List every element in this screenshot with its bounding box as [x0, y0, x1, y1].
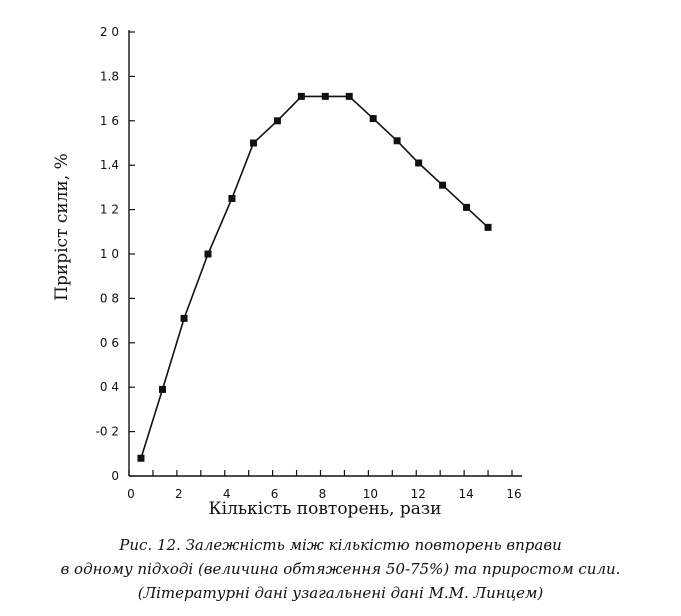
data-point: [204, 250, 212, 258]
x-tick-label: 0: [127, 487, 135, 501]
data-point: [439, 181, 447, 189]
x-tick-label: 6: [271, 487, 279, 501]
y-tick-label: -0 2: [96, 425, 119, 439]
data-point: [463, 203, 471, 211]
y-tick-label: 0: [111, 469, 119, 483]
y-tick-label: 1 6: [100, 114, 119, 128]
x-tick-label: 10: [363, 487, 378, 501]
x-tick-label: 14: [458, 487, 473, 501]
caption-line-3: (Літературні дані узагальнені дані М.М. …: [137, 584, 544, 602]
data-point: [297, 92, 305, 100]
caption-line-2: в одному підході (величина обтяження 50-…: [60, 560, 621, 578]
y-ticks: 0 -0 2 0 4 0 6 0 8 1 0 1 2 1.4 1 6 1.8 2 0: [96, 25, 135, 483]
data-point: [249, 139, 257, 147]
y-tick-label: 1 0: [100, 247, 119, 261]
data-point: [415, 159, 423, 167]
data-point: [393, 137, 401, 145]
y-tick-label: 2 0: [100, 25, 119, 39]
y-tick-label: 1.8: [100, 69, 119, 83]
series-line-group: [140, 95, 489, 459]
data-point: [159, 385, 167, 393]
data-point: [180, 314, 188, 322]
x-tick-label: 8: [319, 487, 327, 501]
x-tick-label: 16: [506, 487, 521, 501]
data-point: [345, 92, 353, 100]
series-markers: [137, 92, 492, 462]
y-tick-label: 1 2: [100, 203, 119, 217]
x-ticks: 0 2 4 6 8 10 12 14 16: [127, 470, 522, 501]
y-tick-label: 0 6: [100, 336, 119, 350]
data-point: [321, 92, 329, 100]
data-point: [369, 115, 377, 123]
y-tick-label: 0 8: [100, 291, 119, 305]
data-point: [137, 454, 145, 462]
data-point: [273, 117, 281, 125]
x-tick-label: 2: [175, 487, 183, 501]
series-line: [140, 95, 489, 459]
x-tick-label: 4: [223, 487, 231, 501]
y-tick-label: 1.4: [100, 158, 119, 172]
x-tick-label: 12: [411, 487, 426, 501]
y-axis-title: Приріст сили, %: [52, 153, 72, 301]
data-point: [484, 223, 492, 231]
x-axis-title: Кількість повторень, рази: [208, 499, 441, 519]
y-tick-label: 0 4: [100, 380, 119, 394]
data-point: [228, 195, 236, 202]
caption-line-1: Рис. 12. Залежність між кількістю повтор…: [119, 536, 562, 554]
